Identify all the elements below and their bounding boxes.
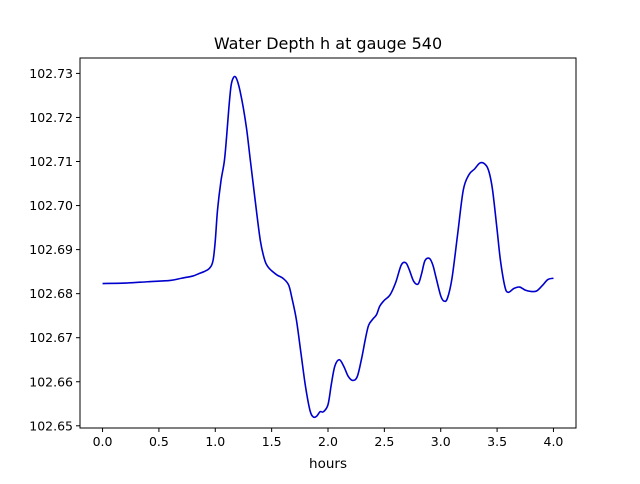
x-tick-label: 2.0 — [318, 434, 338, 449]
y-axis: 102.65 102.66 102.67 102.68 102.69 102.70 102.… — [29, 66, 80, 433]
y-tick-label: 102.69 — [29, 242, 73, 257]
x-tick-label: 3.0 — [431, 434, 451, 449]
series-line-0 — [102, 75, 554, 419]
x-tick-label: 0.5 — [149, 434, 169, 449]
y-tick-label: 102.66 — [29, 374, 73, 389]
x-axis: 0.0 0.5 1.0 1.5 2.0 2.5 3.0 3.5 4.0 — [93, 428, 564, 449]
y-tick-label: 102.70 — [29, 198, 73, 213]
x-tick-label: 1.0 — [205, 434, 225, 449]
y-tick-label: 102.65 — [29, 418, 73, 433]
plot-area — [102, 75, 554, 419]
x-axis-label: hours — [309, 456, 347, 472]
x-tick-label: 0.0 — [93, 434, 113, 449]
y-tick-label: 102.73 — [29, 66, 73, 81]
y-tick-label: 102.68 — [29, 286, 73, 301]
y-tick-label: 102.67 — [29, 330, 73, 345]
x-tick-label: 2.5 — [374, 434, 394, 449]
x-tick-label: 1.5 — [262, 434, 282, 449]
x-tick-label: 4.0 — [544, 434, 564, 449]
y-tick-label: 102.71 — [29, 154, 73, 169]
chart-title: Water Depth h at gauge 540 — [214, 34, 442, 53]
y-tick-label: 102.72 — [29, 110, 73, 125]
x-tick-label: 3.5 — [487, 434, 507, 449]
